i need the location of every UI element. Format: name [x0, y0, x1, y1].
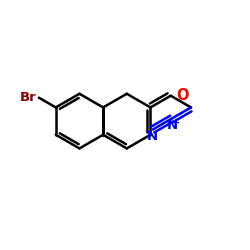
Text: ⁻: ⁻	[144, 129, 150, 139]
Text: N: N	[147, 130, 158, 143]
Text: N: N	[166, 119, 177, 132]
Text: O: O	[176, 88, 189, 103]
Text: Br: Br	[20, 91, 36, 104]
Text: +: +	[172, 118, 180, 128]
